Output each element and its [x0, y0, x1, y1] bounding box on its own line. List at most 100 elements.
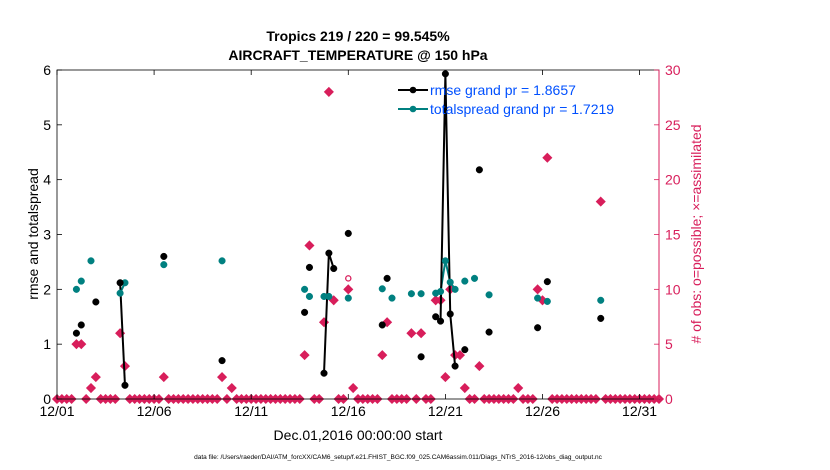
rmse-point	[218, 357, 226, 365]
y-left-tick-label: 3	[43, 227, 51, 243]
axis-layer: 12/01 12/06 12/11 12/16 12/21 12/26 12/31 0 1 2 3 4…	[39, 62, 680, 419]
totalspread-point	[301, 285, 309, 293]
obs-assimilated-marker	[532, 284, 543, 295]
obs-assimilated-marker	[226, 382, 237, 394]
y-left-tick-label: 2	[43, 281, 51, 297]
x-tick-label: 12/31	[622, 403, 657, 419]
rmse-point	[446, 310, 454, 318]
obs-assimilated-marker	[76, 339, 87, 350]
y-right-tick-label: 10	[665, 281, 681, 297]
rmse-point	[378, 321, 386, 329]
y-left-tick-label: 4	[43, 172, 51, 188]
totalspread-point	[388, 294, 396, 302]
legend: rmse grand pr = 1.8657 totalspread grand …	[398, 82, 614, 117]
obs-assimilated-marker	[85, 382, 97, 394]
totalspread-point	[77, 277, 85, 285]
totalspread-point	[597, 296, 605, 304]
totalspread-point	[543, 297, 551, 305]
rmse-point	[305, 263, 314, 271]
totalspread-point	[305, 292, 314, 301]
rmse-point	[92, 298, 100, 306]
x-axis-label: Dec.01,2016 00:00:00 start	[274, 427, 443, 443]
y-axis-right-label: # of obs: o=possible; ×=assimilated	[688, 124, 704, 343]
x-tick-label: 12/21	[428, 403, 463, 419]
y-right-tick-label: 20	[665, 172, 681, 188]
y-right-tick-label: 25	[665, 117, 681, 133]
data-layer	[51, 70, 665, 405]
rmse-point	[383, 274, 391, 282]
obs-assimilated-marker	[454, 350, 466, 361]
rmse-point	[451, 362, 459, 370]
obs-assimilated-marker	[595, 196, 606, 207]
chart-title-line2: AIRCRAFT_TEMPERATURE @ 150 hPa	[228, 47, 487, 63]
obs-assimilated-marker	[513, 382, 524, 394]
legend-swatch-marker	[409, 105, 417, 113]
obs-assimilated-marker	[416, 328, 427, 339]
totalspread-point	[116, 289, 124, 297]
obs-assimilated-marker	[217, 372, 228, 383]
obs-assimilated-marker	[304, 240, 315, 251]
totalspread-point	[451, 285, 459, 293]
obs-assimilated-marker	[90, 372, 101, 383]
legend-swatch-marker	[409, 86, 417, 94]
x-tick-label: 12/11	[234, 403, 268, 419]
y-left-tick-label: 1	[43, 336, 51, 352]
totalspread-point	[470, 274, 479, 282]
rmse-point	[160, 252, 168, 260]
rmse-point	[461, 346, 469, 354]
obs-assimilated-marker	[158, 372, 169, 383]
x-tick-label: 12/26	[525, 403, 560, 419]
totalspread-point	[436, 287, 445, 296]
legend-label-rmse: rmse grand pr = 1.8657	[430, 82, 576, 98]
totalspread-point	[441, 257, 449, 265]
obs-assimilated-marker	[343, 284, 354, 295]
rmse-point	[344, 229, 352, 237]
totalspread-point	[344, 294, 352, 302]
totalspread-point	[160, 261, 168, 269]
obs-assimilated-marker	[440, 372, 451, 383]
obs-assimilated-marker	[459, 382, 470, 394]
obs-assimilated-marker	[406, 328, 417, 339]
totalspread-point	[218, 257, 226, 265]
obs-assimilated-marker	[474, 361, 485, 372]
obs-assimilated-marker	[542, 152, 553, 163]
y-right-tick-label: 30	[665, 62, 681, 78]
totalspread-point	[417, 290, 425, 298]
y-right-tick-label: 5	[665, 336, 673, 352]
totalspread-point	[461, 277, 469, 285]
totalspread-point	[485, 291, 493, 299]
x-tick-label: 12/06	[137, 403, 172, 419]
y-left-tick-label: 6	[43, 62, 51, 78]
y-right-tick-label: 15	[665, 227, 681, 243]
rmse-point	[432, 313, 440, 321]
x-tick-label: 12/16	[331, 403, 366, 419]
totalspread-point	[72, 285, 80, 293]
totalspread-line	[439, 260, 456, 292]
rmse-line	[119, 282, 126, 386]
y-axis-left-label: rmse and totalspread	[25, 168, 41, 300]
data-file-footer: data file: /Users/raeder/DAI/ATM_forcXX/…	[194, 454, 603, 461]
x-tick-label: 12/01	[39, 403, 74, 419]
rmse-point	[325, 249, 333, 257]
rmse-point	[534, 324, 542, 332]
rmse-point	[121, 381, 129, 389]
totalspread-point	[325, 292, 333, 301]
rmse-point	[436, 317, 445, 325]
obs-assimilated-marker	[323, 86, 334, 97]
chart-title-line1: Tropics 219 / 220 = 99.545%	[266, 28, 450, 44]
totalspread-point	[534, 294, 542, 302]
rmse-point	[301, 308, 309, 316]
legend-label-spread: totalspread grand pr = 1.7219	[430, 101, 614, 117]
rmse-point	[330, 264, 338, 273]
rmse-point	[485, 328, 493, 336]
rmse-point	[417, 353, 425, 361]
obs-possible-marker	[345, 275, 352, 282]
rmse-point	[116, 279, 124, 287]
totalspread-point	[87, 257, 95, 265]
y-right-tick-label: 0	[665, 391, 673, 407]
rmse-line	[439, 73, 457, 367]
obs-assimilated-marker	[377, 350, 388, 361]
totalspread-point	[378, 285, 386, 293]
y-left-tick-label: 5	[43, 117, 51, 133]
